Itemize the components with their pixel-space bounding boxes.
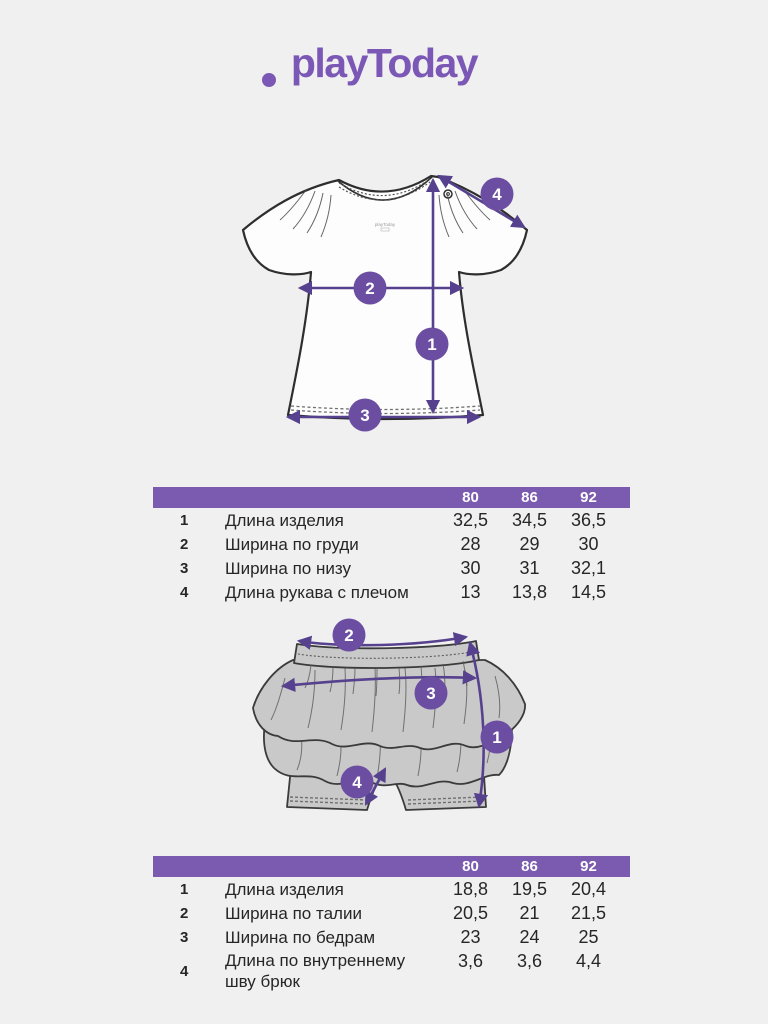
table-header: 80 86 92 xyxy=(153,856,630,877)
tshirt-outline xyxy=(241,174,529,421)
table-row: 2 Ширина по груди 28 29 30 xyxy=(180,534,599,554)
shorts-markers: 1 2 3 4 xyxy=(332,618,514,799)
marker-2: 2 xyxy=(344,626,353,645)
table-row: 1 Длина изделия 18,8 19,5 20,4 xyxy=(180,879,607,899)
marker-1: 1 xyxy=(427,335,436,354)
tshirt-neck-label: playToday xyxy=(375,222,396,227)
tshirt-markers: 1 2 3 4 xyxy=(348,177,514,432)
table-row: 4 Длина по внутреннему шву брюк 3,6 3,6 … xyxy=(180,951,602,991)
marker-1: 1 xyxy=(492,728,501,747)
marker-3: 3 xyxy=(426,684,435,703)
tshirt-diagram: playToday 1 xyxy=(241,174,529,432)
shorts-diagram: 1 2 3 4 xyxy=(252,618,526,811)
brand-logo: playToday xyxy=(0,40,768,87)
size-column-92: 92 xyxy=(580,858,597,875)
size-column-86: 86 xyxy=(521,858,538,875)
table-header: 80 86 92 xyxy=(153,487,630,508)
size-column-92: 92 xyxy=(580,489,597,506)
table-row: 2 Ширина по талии 20,5 21 21,5 xyxy=(180,903,607,923)
marker-2: 2 xyxy=(365,279,374,298)
shorts-size-table: 80 86 92 1 Длина изделия 18,8 19,5 20,4 … xyxy=(153,856,630,992)
marker-4: 4 xyxy=(352,773,362,792)
table-row: 4 Длина рукава с плечом 13 13,8 14,5 xyxy=(180,582,607,602)
measurement-arrows xyxy=(280,632,489,809)
size-column-86: 86 xyxy=(521,489,538,506)
size-column-80: 80 xyxy=(462,858,479,875)
tshirt-size-table: 80 86 92 1 Длина изделия 32,5 34,5 36,5 … xyxy=(153,487,630,604)
table-row: 1 Длина изделия 32,5 34,5 36,5 xyxy=(180,510,607,530)
measurement-arrows xyxy=(285,174,526,425)
size-column-80: 80 xyxy=(462,489,479,506)
marker-4: 4 xyxy=(492,185,502,204)
table-row: 3 Ширина по низу 30 31 32,1 xyxy=(180,558,607,578)
marker-3: 3 xyxy=(360,406,369,425)
brand-logo-text: playToday xyxy=(290,40,479,86)
table-row: 3 Ширина по бедрам 23 24 25 xyxy=(180,927,599,947)
brand-logo-dot-icon xyxy=(262,73,277,87)
